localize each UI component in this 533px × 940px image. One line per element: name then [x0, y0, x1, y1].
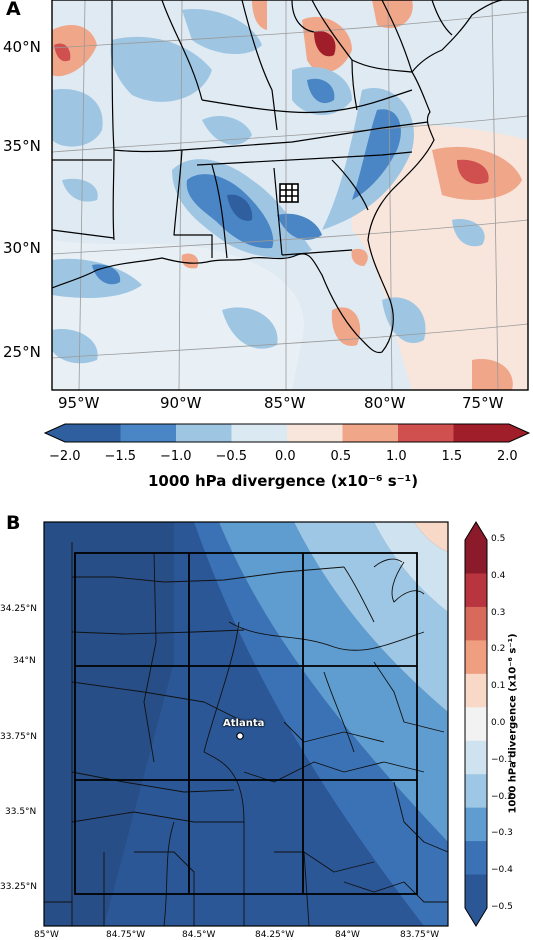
colorbar-a-swatch: [231, 424, 288, 442]
panel-a-map: [51, 0, 529, 391]
colorbar-b-swatch: [465, 606, 487, 641]
colorbar-b-swatch: [465, 841, 487, 876]
lat-label-33-5n: 33.5°N: [5, 807, 37, 817]
colorbar-b-swatch: [465, 673, 487, 708]
colorbar-b-tick-label: 0.1: [491, 681, 506, 692]
lat-label-30n: 30°N: [3, 239, 41, 257]
lon-label-80w: 80°W: [364, 394, 406, 412]
colorbar-a-tick-label: 1.5: [441, 449, 463, 464]
colorbar-b-swatch: [465, 774, 487, 809]
colorbar-b-swatch: [465, 740, 487, 775]
colorbar-a-tick-label: −1.5: [104, 449, 137, 464]
lon-label-84-5w: 84.5°W: [182, 930, 216, 940]
lat-label-35n: 35°N: [3, 137, 41, 155]
colorbar-b-tick-label: −0.2: [491, 791, 513, 802]
lat-label-34-25n: 34.25°N: [0, 604, 37, 614]
lon-label-84w: 84°W: [335, 930, 360, 940]
colorbar-a-swatch: [453, 424, 529, 442]
colorbar-b-swatch: [465, 807, 487, 842]
colorbar-a-swatch: [398, 424, 454, 442]
colorbar-b-swatch: [465, 522, 487, 574]
colorbar-b-swatch: [465, 874, 487, 926]
colorbar-a-tick-label: 2.0: [497, 449, 518, 464]
atlanta-marker: [236, 732, 244, 740]
lon-label-83-75w: 83.75°W: [400, 930, 440, 940]
colorbar-a-swatch: [120, 424, 177, 442]
colorbar-a-tick-label: −2.0: [49, 449, 81, 464]
colorbar-a-tick-label: 0.5: [330, 449, 352, 464]
colorbar-a-tick-label: −0.5: [215, 449, 248, 464]
colorbar-b-swatch: [465, 640, 487, 675]
lon-label-75w: 75°W: [462, 394, 504, 412]
lat-label-34n: 34°N: [13, 656, 36, 666]
colorbar-b-tick-label: 0.4: [491, 570, 506, 581]
lat-label-33-25n: 33.25°N: [0, 882, 37, 892]
colorbar-b-tick-label: −0.3: [491, 828, 513, 839]
colorbar-a-swatch: [342, 424, 399, 442]
colorbar-b-tick-label: 0.2: [491, 644, 506, 655]
colorbar-a-tick-label: 1.0: [386, 449, 407, 464]
panel-b-letter: B: [6, 512, 21, 534]
lon-label-90w: 90°W: [160, 394, 202, 412]
lon-label-84-25w: 84.25°W: [255, 930, 295, 940]
lat-label-33-75n: 33.75°N: [0, 732, 37, 742]
panel-a-colorbar-label: 1000 hPa divergence (x10⁻⁶ s⁻¹): [148, 472, 419, 490]
colorbar-a-swatch: [176, 424, 232, 442]
colorbar-a-tick-label: −1.0: [160, 449, 192, 464]
lon-label-85w: 85°W: [34, 930, 59, 940]
lon-label-84-75w: 84.75°W: [106, 930, 146, 940]
panel-a-colorbar: [43, 423, 531, 443]
panel-b-colorbar-label: 1000 hPa divergence (x10⁻⁶ s⁻¹): [507, 633, 519, 814]
colorbar-b-tick-label: −0.5: [491, 902, 513, 912]
atlanta-label: Atlanta: [223, 718, 265, 729]
colorbar-b-tick-label: 0.3: [491, 607, 506, 618]
lon-label-95w: 95°W: [58, 394, 100, 412]
panel-b-map: [43, 521, 449, 927]
colorbar-b-swatch: [465, 707, 487, 742]
panel-a-letter: A: [6, 0, 21, 20]
lon-label-85w: 85°W: [264, 394, 306, 412]
colorbar-a-swatch: [287, 424, 343, 442]
colorbar-b-tick-label: −0.4: [491, 865, 513, 876]
lat-label-40n: 40°N: [3, 38, 41, 56]
colorbar-b-tick-label: 0.5: [491, 534, 506, 544]
colorbar-b-swatch: [465, 573, 487, 608]
colorbar-b-tick-label: 0.0: [491, 718, 506, 728]
panel-b-colorbar: [464, 521, 488, 927]
colorbar-a-tick-label: 0.0: [275, 449, 296, 464]
colorbar-a-swatch: [45, 424, 121, 442]
colorbar-b-tick-label: −0.1: [491, 754, 513, 765]
lat-label-25n: 25°N: [3, 343, 41, 361]
